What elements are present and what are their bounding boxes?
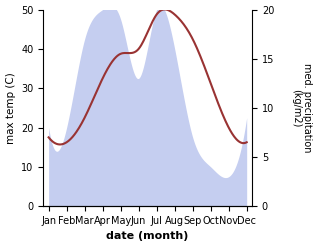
Y-axis label: max temp (C): max temp (C) <box>5 72 16 144</box>
Y-axis label: med. precipitation
(kg/m2): med. precipitation (kg/m2) <box>291 63 313 153</box>
X-axis label: date (month): date (month) <box>107 231 189 242</box>
